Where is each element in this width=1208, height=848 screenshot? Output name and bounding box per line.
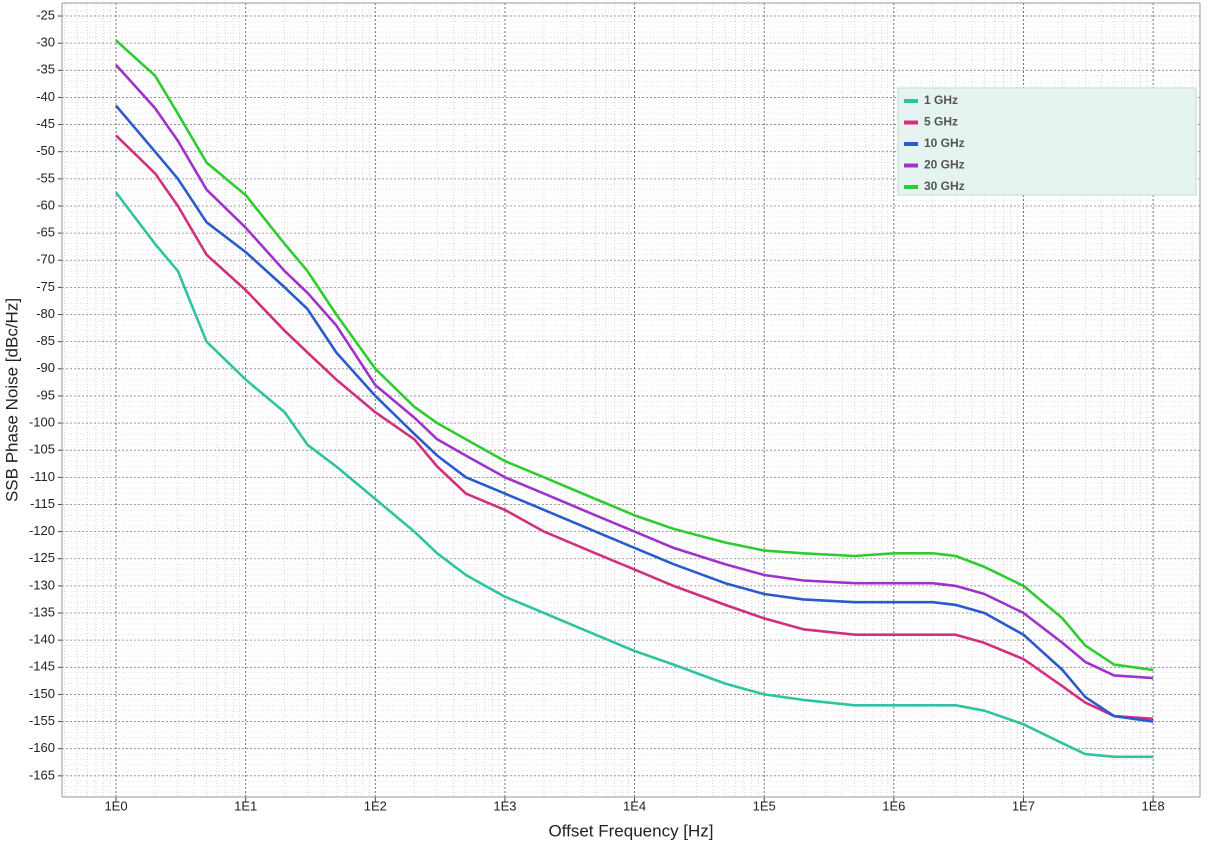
y-tick-label: -110 (30, 469, 55, 484)
y-tick-label: -90 (36, 360, 55, 375)
plot-frame (61, 2, 1201, 798)
x-tick-label: 1E7 (1012, 798, 1035, 813)
y-tick-label: -50 (36, 143, 55, 158)
y-tick-label: -105 (29, 442, 55, 457)
y-tick-label: -140 (29, 632, 55, 647)
series-line (114, 191, 1154, 759)
y-axis-title: SSB Phase Noise [dBc/Hz] (2, 298, 21, 502)
series-line (115, 64, 1154, 680)
y-tick-label: -115 (30, 496, 55, 511)
x-tick-label: 1E5 (753, 798, 776, 813)
y-tick-label: -145 (29, 659, 55, 674)
legend-box (897, 87, 1197, 196)
y-tick-label: -75 (36, 279, 55, 294)
y-tick-label: -85 (36, 333, 55, 348)
y-tick-label: -30 (36, 35, 55, 50)
y-tick-label: -100 (29, 415, 55, 430)
y-tick-label: -35 (36, 62, 55, 77)
y-tick-label: -150 (29, 686, 55, 701)
series-line (115, 39, 1154, 672)
y-tick-label: -135 (29, 604, 55, 619)
y-tick-label: -95 (36, 387, 55, 402)
y-tick-label: -165 (29, 767, 55, 782)
x-tick-label: 1E1 (234, 798, 257, 813)
y-tick-label: -70 (36, 252, 55, 267)
x-tick-label: 1E6 (882, 798, 905, 813)
x-axis-title: Offset Frequency [Hz] (548, 821, 713, 840)
series-line (115, 104, 1154, 723)
x-tick-label: 1E8 (1142, 798, 1165, 813)
x-tick-label: 1E4 (623, 798, 646, 813)
legend: 1 GHz 5 GHz 10 GHz 20 GHz 30 GHz (897, 87, 1197, 196)
y-tick-label: -60 (36, 197, 55, 212)
legend-label: 30 GHz (924, 179, 965, 193)
x-tick-label: 1E2 (364, 798, 387, 813)
y-tick-label: -125 (29, 550, 55, 565)
y-tick-label: -120 (29, 523, 55, 538)
y-tick-label: -130 (29, 577, 55, 592)
y-tick-label: -55 (36, 170, 55, 185)
legend-label: 10 GHz (924, 136, 965, 150)
x-tick-label: 1E0 (104, 798, 127, 813)
x-tick-label: 1E3 (493, 798, 516, 813)
y-tick-label: -65 (36, 225, 55, 240)
y-tick-label: -40 (36, 89, 55, 104)
y-tick-label: -160 (29, 740, 55, 755)
legend-label: 1 GHz (924, 93, 958, 107)
y-tick-label: -25 (36, 7, 55, 22)
y-tick-label: -80 (36, 306, 55, 321)
y-tick-label: -155 (29, 713, 55, 728)
y-tick-label: -45 (36, 116, 55, 131)
series-line (115, 134, 1154, 721)
legend-label: 5 GHz (924, 115, 958, 129)
legend-label: 20 GHz (924, 158, 965, 172)
